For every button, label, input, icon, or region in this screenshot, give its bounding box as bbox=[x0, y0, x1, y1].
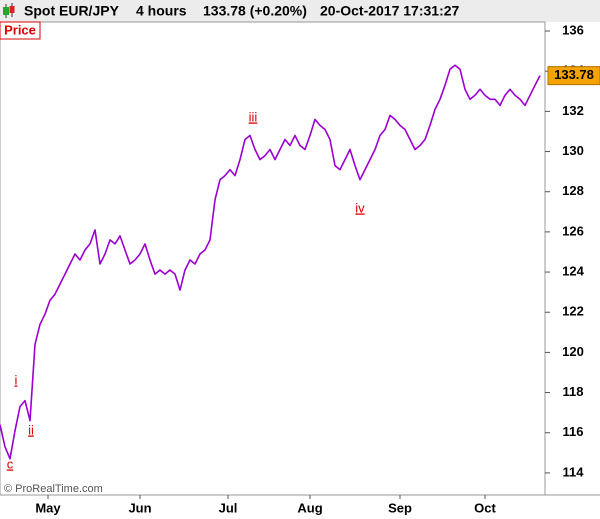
y-tick-label: 132 bbox=[562, 103, 584, 118]
panel-label: Price bbox=[4, 22, 36, 37]
y-tick-label: 120 bbox=[562, 344, 584, 359]
panel-label-box bbox=[0, 21, 41, 40]
y-tick-label: 136 bbox=[562, 22, 584, 37]
copyright: © ProRealTime.com bbox=[4, 483, 103, 495]
x-tick-label: May bbox=[35, 500, 61, 515]
wave-annotation: ii bbox=[28, 422, 34, 437]
y-tick-label: 114 bbox=[563, 464, 585, 479]
y-tick-label: 118 bbox=[563, 384, 584, 399]
y-tick-label: 128 bbox=[562, 183, 584, 198]
x-tick-label: Jul bbox=[219, 500, 238, 515]
change: 133.78 (+0.20%) bbox=[203, 3, 307, 19]
timestamp: 20-Oct-2017 17:31:27 bbox=[320, 3, 460, 19]
y-tick-label: 124 bbox=[562, 263, 584, 278]
y-tick-label: 122 bbox=[562, 304, 584, 319]
timeframe: 4 hours bbox=[136, 3, 187, 19]
wave-annotation: c bbox=[7, 456, 14, 471]
price-line bbox=[0, 64, 541, 460]
x-tick-label: Sep bbox=[388, 500, 412, 515]
y-tick-label: 116 bbox=[563, 424, 584, 439]
y-tick-label: 126 bbox=[562, 223, 584, 238]
x-tick-label: Aug bbox=[297, 500, 322, 515]
instrument: Spot EUR/JPY bbox=[24, 3, 120, 19]
wave-annotation: iii bbox=[249, 109, 258, 124]
x-tick-label: Oct bbox=[474, 500, 496, 515]
icon-candle bbox=[9, 6, 15, 13]
x-tick-label: Jun bbox=[128, 500, 151, 515]
icon-candle bbox=[3, 7, 9, 15]
wave-annotation: iv bbox=[355, 200, 365, 215]
plot-area bbox=[0, 21, 546, 496]
header-bar bbox=[0, 0, 600, 22]
wave-annotation: i bbox=[15, 372, 18, 387]
last-price-label: 133.78 bbox=[554, 67, 594, 82]
y-tick-label: 130 bbox=[562, 143, 584, 158]
last-price-tag bbox=[547, 66, 600, 86]
